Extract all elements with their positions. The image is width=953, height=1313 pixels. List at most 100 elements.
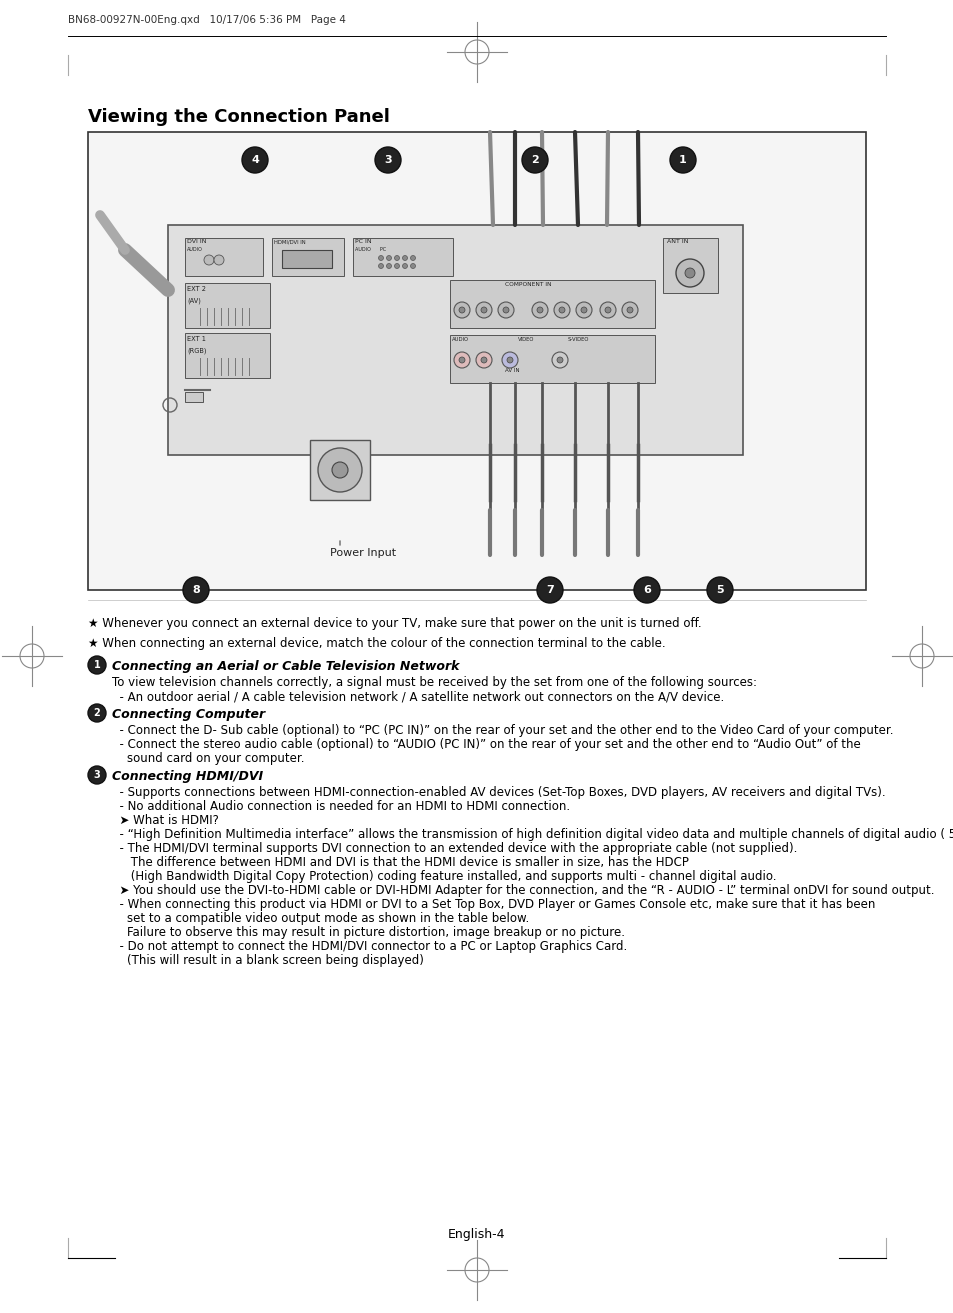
Circle shape [410, 256, 416, 260]
Text: 7: 7 [545, 586, 554, 595]
Text: BN68-00927N-00Eng.qxd   10/17/06 5:36 PM   Page 4: BN68-00927N-00Eng.qxd 10/17/06 5:36 PM P… [68, 14, 346, 25]
Text: 1: 1 [93, 660, 100, 670]
Text: 2: 2 [93, 708, 100, 718]
Text: VIDEO: VIDEO [517, 337, 534, 341]
Text: - Supports connections between HDMI-connection-enabled AV devices (Set-Top Boxes: - Supports connections between HDMI-conn… [112, 786, 884, 800]
Circle shape [501, 352, 517, 368]
Text: EXT 1: EXT 1 [187, 336, 206, 341]
Circle shape [676, 259, 703, 288]
Text: - Connect the stereo audio cable (optional) to “AUDIO (PC IN)” on the rear of yo: - Connect the stereo audio cable (option… [112, 738, 860, 751]
Bar [185, 334, 270, 378]
Circle shape [88, 656, 106, 674]
Circle shape [476, 302, 492, 318]
Text: DVI IN: DVI IN [187, 239, 206, 244]
Text: AV IN: AV IN [504, 368, 519, 373]
Text: Failure to observe this may result in picture distortion, image breakup or no pi: Failure to observe this may result in pi… [112, 926, 624, 939]
Circle shape [557, 357, 562, 362]
Bar [185, 238, 263, 276]
Circle shape [684, 268, 695, 278]
Circle shape [378, 264, 383, 268]
Text: Viewing the Connection Panel: Viewing the Connection Panel [88, 108, 390, 126]
Circle shape [402, 264, 407, 268]
Circle shape [476, 352, 492, 368]
Text: - The HDMI/DVI terminal supports DVI connection to an extended device with the a: - The HDMI/DVI terminal supports DVI con… [112, 842, 797, 855]
Circle shape [458, 307, 464, 312]
Circle shape [454, 302, 470, 318]
Bar [282, 249, 332, 268]
Circle shape [506, 357, 513, 362]
Text: - “High Definition Multimedia interface” allows the transmission of high definit: - “High Definition Multimedia interface”… [112, 829, 953, 842]
Text: ➤ What is HDMI?: ➤ What is HDMI? [112, 814, 218, 827]
Circle shape [204, 255, 213, 265]
Text: 1: 1 [679, 155, 686, 165]
Circle shape [552, 352, 567, 368]
Circle shape [480, 307, 486, 312]
Circle shape [332, 462, 348, 478]
Circle shape [634, 576, 659, 603]
Circle shape [410, 264, 416, 268]
Circle shape [458, 357, 464, 362]
Text: 4: 4 [251, 155, 258, 165]
Text: - An outdoor aerial / A cable television network / A satellite network out conne: - An outdoor aerial / A cable television… [112, 691, 723, 702]
Text: - No additional Audio connection is needed for an HDMI to HDMI connection.: - No additional Audio connection is need… [112, 800, 570, 813]
Circle shape [626, 307, 633, 312]
Circle shape [88, 704, 106, 722]
Bar [662, 238, 718, 293]
Text: 6: 6 [642, 586, 650, 595]
Text: (RGB): (RGB) [187, 347, 206, 353]
Bar [272, 238, 344, 276]
Circle shape [537, 307, 542, 312]
Circle shape [580, 307, 586, 312]
Bar [185, 393, 203, 402]
Text: To view television channels correctly, a signal must be received by the set from: To view television channels correctly, a… [112, 676, 757, 689]
Text: 8: 8 [192, 586, 200, 595]
Text: AUDIO: AUDIO [187, 247, 203, 252]
Text: PC IN: PC IN [355, 239, 372, 244]
Bar [168, 225, 742, 456]
Circle shape [576, 302, 592, 318]
Circle shape [669, 147, 696, 173]
Circle shape [242, 147, 268, 173]
Circle shape [213, 255, 224, 265]
Circle shape [554, 302, 569, 318]
Circle shape [386, 256, 391, 260]
Text: (This will result in a blank screen being displayed): (This will result in a blank screen bein… [112, 955, 423, 966]
Circle shape [521, 147, 547, 173]
Circle shape [88, 765, 106, 784]
Text: ★ When connecting an external device, match the colour of the connection termina: ★ When connecting an external device, ma… [88, 637, 665, 650]
Text: EXT 2: EXT 2 [187, 286, 206, 291]
Bar [450, 335, 655, 383]
Circle shape [558, 307, 564, 312]
Text: (AV): (AV) [187, 297, 201, 303]
Circle shape [532, 302, 547, 318]
Text: sound card on your computer.: sound card on your computer. [112, 752, 304, 765]
Text: AUDIO      PC: AUDIO PC [355, 247, 386, 252]
Circle shape [375, 147, 400, 173]
Circle shape [537, 576, 562, 603]
Text: AUDIO: AUDIO [452, 337, 469, 341]
Circle shape [621, 302, 638, 318]
Text: Connecting Computer: Connecting Computer [112, 708, 265, 721]
Circle shape [183, 576, 209, 603]
Circle shape [497, 302, 514, 318]
Text: 3: 3 [384, 155, 392, 165]
Text: - When connecting this product via HDMI or DVI to a Set Top Box, DVD Player or G: - When connecting this product via HDMI … [112, 898, 875, 911]
Circle shape [395, 256, 399, 260]
Text: HDMI/DVI IN: HDMI/DVI IN [274, 239, 305, 244]
Text: ANT IN: ANT IN [666, 239, 688, 244]
Bar [450, 280, 655, 328]
Circle shape [317, 448, 361, 492]
Text: - Connect the D- Sub cable (optional) to “PC (PC IN)” on the rear of your set an: - Connect the D- Sub cable (optional) to… [112, 723, 893, 737]
Circle shape [480, 357, 486, 362]
Text: COMPONENT IN: COMPONENT IN [504, 282, 551, 288]
Text: ★ Whenever you connect an external device to your TV, make sure that power on th: ★ Whenever you connect an external devic… [88, 617, 700, 630]
Circle shape [706, 576, 732, 603]
Circle shape [454, 352, 470, 368]
Circle shape [604, 307, 610, 312]
Circle shape [599, 302, 616, 318]
Text: S-VIDEO: S-VIDEO [567, 337, 589, 341]
Circle shape [395, 264, 399, 268]
Text: English-4: English-4 [448, 1228, 505, 1241]
Circle shape [378, 256, 383, 260]
Text: 2: 2 [531, 155, 538, 165]
